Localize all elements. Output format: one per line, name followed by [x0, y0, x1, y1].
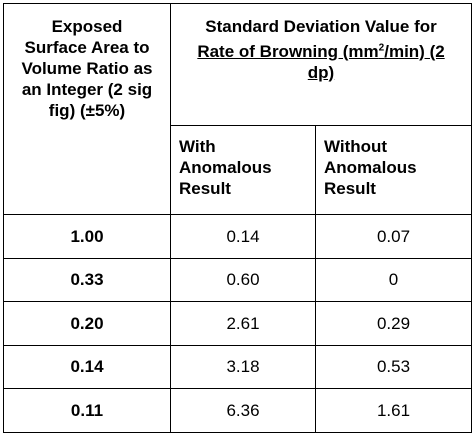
group-header-line1: Standard Deviation Value for	[205, 17, 437, 36]
col-header-without-line: Result	[324, 179, 376, 199]
col-header-with-line: With	[179, 137, 216, 157]
group-header-line2-post: /min) (2	[384, 41, 445, 61]
col-header-with-line: Anomalous	[179, 158, 272, 178]
with-cell: 0.60	[170, 257, 316, 303]
table-row: 0.11 6.36 1.61	[3, 388, 473, 433]
group-header-line2: Rate of Browning (mm2/min) (2	[197, 42, 444, 61]
row-header-line: an Integer (2 sig	[21, 80, 153, 99]
without-cell: 1.61	[314, 388, 473, 433]
ratio-cell: 0.20	[3, 301, 171, 346]
with-cell: 0.14	[170, 214, 316, 259]
without-cell: 0.29	[314, 301, 473, 346]
without-cell: 0.07	[314, 214, 473, 259]
col-header-with-line: Result	[179, 179, 231, 199]
table-row: 0.20 2.61 0.29	[3, 301, 473, 346]
col-header-with: With Anomalous Result	[170, 125, 316, 216]
group-header-sup: 2	[378, 42, 385, 53]
with-cell: 6.36	[170, 388, 316, 433]
row-header-line: fig) (±5%)	[48, 101, 126, 120]
data-table: Exposed Surface Area to Volume Ratio as …	[3, 2, 473, 433]
without-cell: 0.53	[314, 344, 473, 390]
without-cell: 0	[314, 257, 473, 303]
group-header: Standard Deviation Value for Rate of Bro…	[169, 2, 473, 127]
ratio-cell: 0.14	[3, 344, 171, 390]
table-row: 0.33 0.60 0	[3, 257, 473, 303]
col-header-without-line: Anomalous	[324, 158, 417, 178]
row-header-line: Surface Area to	[24, 38, 150, 57]
group-header-line3: dp)	[307, 62, 335, 82]
group-header-line2-pre: Rate of Browning (mm	[197, 41, 379, 61]
col-header-without-line: Without	[324, 137, 388, 157]
with-cell: 3.18	[170, 344, 316, 390]
col-header-without: Without Anomalous Result	[314, 125, 473, 216]
table-row: 1.00 0.14 0.07	[3, 214, 473, 259]
ratio-cell: 1.00	[3, 214, 171, 259]
ratio-cell: 0.11	[3, 388, 171, 433]
ratio-cell: 0.33	[3, 257, 171, 303]
row-header-line: Exposed	[51, 17, 123, 36]
row-header-line: Volume Ratio as	[21, 59, 153, 78]
table-row: 0.14 3.18 0.53	[3, 344, 473, 390]
with-cell: 2.61	[170, 301, 316, 346]
row-header: Exposed Surface Area to Volume Ratio as …	[3, 2, 171, 216]
